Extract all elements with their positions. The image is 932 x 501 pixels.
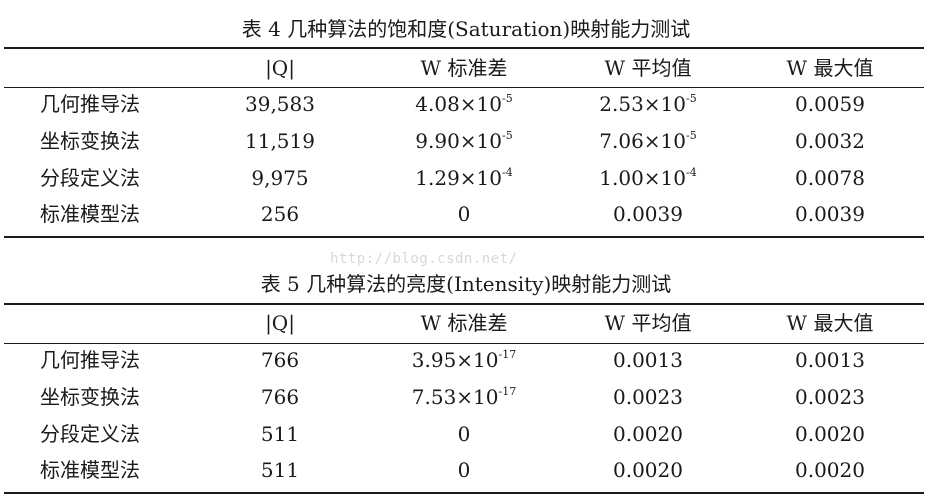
table5-top-rule	[4, 303, 924, 305]
table4-row4-q: 256	[260, 202, 300, 226]
table5-row1-method: 几何推导法	[40, 348, 140, 372]
table5-row3-std: 0	[457, 422, 471, 446]
table4-row2-q: 11,519	[245, 129, 315, 153]
table5-bottom-rule	[4, 492, 924, 494]
table4-header-std: W 标准差	[420, 56, 508, 80]
table4-caption: 表 4 几种算法的饱和度(Saturation)映射能力测试	[241, 17, 691, 41]
table5-header-mean: W 平均值	[604, 311, 692, 335]
table4-header-max: W 最大值	[786, 56, 874, 80]
table5-row1-std: 3.95×10-17	[411, 348, 517, 372]
table5-row2-method: 坐标变换法	[40, 385, 140, 409]
table4-row2-max: 0.0032	[795, 129, 865, 153]
table5-row2-max: 0.0023	[795, 385, 865, 409]
table5-row3-mean: 0.0020	[613, 422, 683, 446]
table5-header-max: W 最大值	[786, 311, 874, 335]
table5-row1-max: 0.0013	[795, 348, 865, 372]
table5-row2-q: 766	[260, 385, 300, 409]
table4-row2-mean: 7.06×10-5	[599, 129, 697, 153]
table4-row3-q: 9,975	[251, 166, 309, 190]
table4-row4-mean: 0.0039	[613, 202, 683, 226]
table4-top-rule	[4, 47, 924, 49]
table4-row1-method: 几何推导法	[40, 92, 140, 116]
table4-row1-mean: 2.53×10-5	[599, 92, 697, 116]
table4-row2-std: 9.90×10-5	[415, 129, 513, 153]
table4-row3-method: 分段定义法	[40, 166, 140, 190]
table5-row3-method: 分段定义法	[40, 422, 140, 446]
table5-row4-std: 0	[457, 458, 471, 482]
table5-row4-max: 0.0020	[795, 458, 865, 482]
table4-row4-std: 0	[457, 202, 471, 226]
table4-header-rule	[4, 87, 924, 88]
table5-row4-q: 511	[260, 458, 300, 482]
table4-header-q: |Q|	[265, 56, 295, 80]
table5-row4-mean: 0.0020	[613, 458, 683, 482]
table4-row3-mean: 1.00×10-4	[599, 166, 697, 190]
table4-row4-max: 0.0039	[795, 202, 865, 226]
table4-row1-std: 4.08×10-5	[415, 92, 513, 116]
table5-row3-max: 0.0020	[795, 422, 865, 446]
table5-row1-mean: 0.0013	[613, 348, 683, 372]
table4-bottom-rule	[4, 236, 924, 238]
table5-caption: 表 5 几种算法的亮度(Intensity)映射能力测试	[260, 272, 672, 296]
table4-row1-max: 0.0059	[795, 92, 865, 116]
table4-row1-q: 39,583	[245, 92, 315, 116]
table5-row2-std: 7.53×10-17	[411, 385, 517, 409]
table4-row4-method: 标准模型法	[40, 202, 140, 226]
table5-header-rule	[4, 343, 924, 344]
table5-row2-mean: 0.0023	[613, 385, 683, 409]
table4-row3-std: 1.29×10-4	[415, 166, 513, 190]
table5-row4-method: 标准模型法	[40, 458, 140, 482]
table5-row3-q: 511	[260, 422, 300, 446]
table5-header-std: W 标准差	[420, 311, 508, 335]
watermark: http://blog.csdn.net/	[330, 251, 518, 267]
table4-row2-method: 坐标变换法	[40, 129, 140, 153]
table5-header-q: |Q|	[265, 311, 295, 335]
table5-row1-q: 766	[260, 348, 300, 372]
table4-header-mean: W 平均值	[604, 56, 692, 80]
table4-row3-max: 0.0078	[795, 166, 865, 190]
